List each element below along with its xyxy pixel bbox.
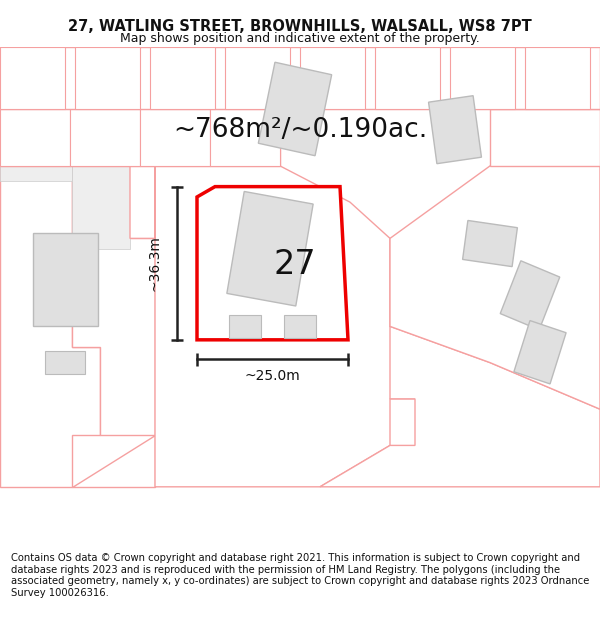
Polygon shape [100, 213, 115, 228]
Polygon shape [390, 166, 600, 409]
Polygon shape [70, 109, 140, 166]
Polygon shape [227, 191, 313, 306]
Text: 27: 27 [274, 248, 316, 281]
Polygon shape [0, 47, 65, 109]
Polygon shape [500, 261, 560, 330]
Text: 27, WATLING STREET, BROWNHILLS, WALSALL, WS8 7PT: 27, WATLING STREET, BROWNHILLS, WALSALL,… [68, 19, 532, 34]
Polygon shape [140, 109, 210, 166]
Polygon shape [0, 166, 72, 181]
Polygon shape [525, 47, 590, 109]
Polygon shape [300, 47, 365, 109]
Text: ~768m²/~0.190ac.: ~768m²/~0.190ac. [173, 117, 427, 142]
Polygon shape [463, 221, 517, 267]
Polygon shape [490, 109, 600, 166]
Polygon shape [130, 166, 415, 487]
Polygon shape [320, 326, 600, 487]
Polygon shape [229, 315, 261, 338]
Polygon shape [75, 47, 140, 109]
Text: ~36.3m: ~36.3m [148, 235, 162, 291]
Polygon shape [210, 109, 280, 166]
Polygon shape [197, 187, 348, 340]
Text: ~25.0m: ~25.0m [244, 369, 300, 383]
Text: Map shows position and indicative extent of the property.: Map shows position and indicative extent… [120, 32, 480, 45]
Polygon shape [259, 62, 332, 156]
Polygon shape [32, 233, 97, 326]
Polygon shape [45, 351, 85, 374]
Polygon shape [0, 109, 70, 166]
Polygon shape [514, 321, 566, 384]
Polygon shape [450, 47, 515, 109]
Polygon shape [150, 47, 215, 109]
Polygon shape [72, 166, 130, 249]
Polygon shape [428, 96, 481, 164]
Polygon shape [0, 47, 600, 109]
Polygon shape [284, 315, 316, 338]
Polygon shape [225, 47, 290, 109]
Text: Contains OS data © Crown copyright and database right 2021. This information is : Contains OS data © Crown copyright and d… [11, 553, 589, 598]
Polygon shape [0, 109, 280, 166]
Polygon shape [375, 47, 440, 109]
Polygon shape [0, 166, 100, 487]
Polygon shape [72, 166, 155, 487]
